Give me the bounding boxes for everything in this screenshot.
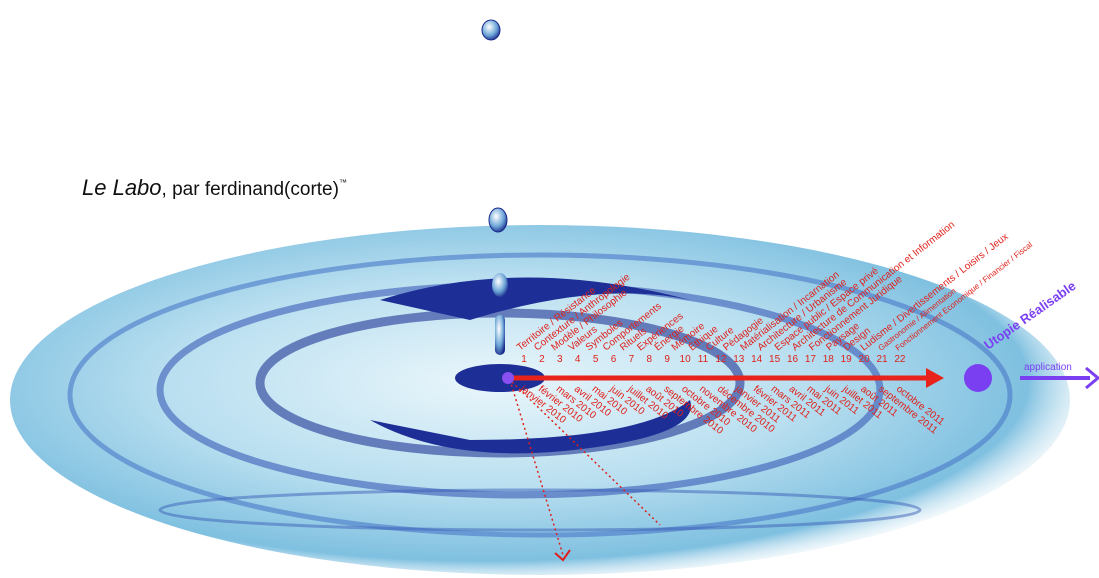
next-label: application bbox=[1024, 362, 1072, 373]
step-number: 5 bbox=[593, 354, 599, 365]
title-byline: , par ferdinand(corte) bbox=[162, 179, 339, 200]
step-number: 14 bbox=[751, 354, 763, 365]
step-number: 10 bbox=[680, 354, 692, 365]
step-number: 1 bbox=[521, 354, 527, 365]
timeline-axis bbox=[502, 364, 1099, 392]
step-number: 12 bbox=[715, 354, 727, 365]
step-number: 11 bbox=[698, 354, 709, 365]
trademark: ™ bbox=[339, 178, 347, 187]
dotted-guides bbox=[509, 379, 661, 562]
step-number: 16 bbox=[787, 354, 799, 365]
step-number: 9 bbox=[664, 354, 670, 365]
step-number: 8 bbox=[647, 354, 653, 365]
step-number: 7 bbox=[629, 354, 635, 365]
step-number: 15 bbox=[769, 354, 781, 365]
step-number: 17 bbox=[805, 354, 817, 365]
step-number: 20 bbox=[859, 354, 871, 365]
step-number: 3 bbox=[557, 354, 563, 365]
step-number: 18 bbox=[823, 354, 835, 365]
title-name: Le Labo bbox=[82, 175, 162, 200]
step-number: 19 bbox=[841, 354, 853, 365]
step-number: 4 bbox=[575, 354, 581, 365]
step-number: 2 bbox=[539, 354, 545, 365]
droplets bbox=[481, 19, 508, 355]
water-surface bbox=[10, 225, 1070, 575]
step-number: 6 bbox=[611, 354, 617, 365]
step-number: 21 bbox=[876, 354, 888, 365]
step-number: 13 bbox=[733, 354, 745, 365]
title: Le Labo, par ferdinand(corte)™ bbox=[82, 175, 347, 200]
step-number: 22 bbox=[894, 354, 906, 365]
